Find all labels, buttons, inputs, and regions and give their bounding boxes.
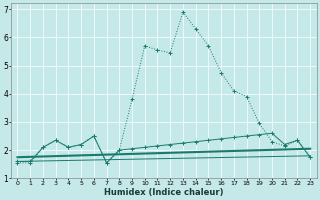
X-axis label: Humidex (Indice chaleur): Humidex (Indice chaleur) [104,188,224,197]
